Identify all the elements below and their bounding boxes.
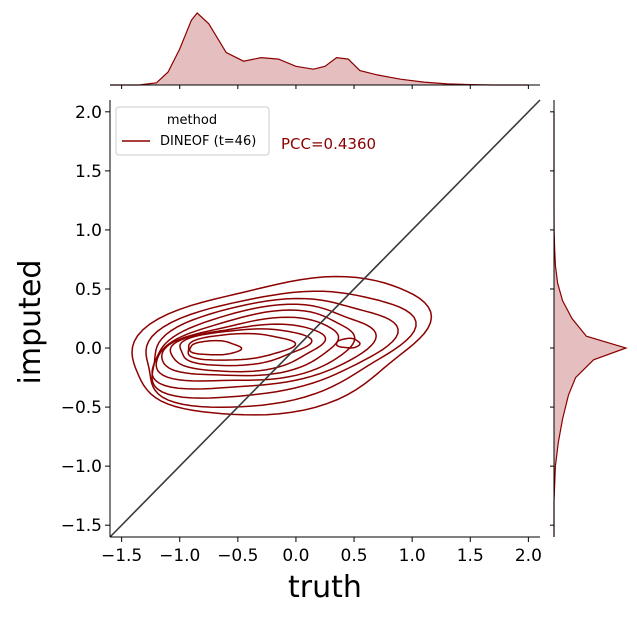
y-tick-label: 1.0 — [75, 221, 102, 241]
kde-contour-10 — [335, 337, 361, 349]
kde-contour-6 — [169, 323, 327, 373]
x-tick-label: 1.0 — [399, 546, 426, 566]
y-axis-ticks: −1.5 −1.0 −0.5 0.0 0.5 1.0 1.5 2.0 — [61, 103, 110, 536]
x-tick-label: −1.5 — [101, 546, 142, 566]
y-axis-label: imputed — [13, 260, 48, 385]
top-marginal-ticks — [121, 85, 529, 89]
kde-contour-5 — [161, 316, 340, 377]
right-marginal-ticks — [550, 111, 554, 526]
legend-entry: DINEOF (t=46) — [160, 134, 256, 149]
x-tick-label: 2.0 — [515, 546, 542, 566]
kde-contour-1 — [145, 290, 417, 409]
x-axis-ticks: −1.5 −1.0 −0.5 0.0 0.5 1.0 1.5 2.0 — [101, 537, 542, 566]
y-tick-label: 0.0 — [75, 339, 102, 359]
identity-line — [109, 99, 541, 538]
y-tick-label: 1.5 — [75, 162, 102, 182]
legend: method DINEOF (t=46) — [115, 106, 270, 156]
y-tick-label: 0.5 — [75, 280, 102, 300]
top-marginal-line — [110, 12, 529, 86]
y-tick-label: 2.0 — [75, 103, 102, 123]
kde-contour-0 — [131, 275, 433, 416]
kde-contour-4 — [155, 309, 356, 382]
x-tick-label: −0.5 — [217, 546, 258, 566]
main-plot-area: −1.5 −1.0 −0.5 0.0 0.5 1.0 1.5 2.0 −1.5 −1.0 −0.5… — [61, 99, 542, 566]
legend-title: method — [167, 113, 217, 128]
top-marginal-kde — [110, 12, 540, 89]
y-tick-label: −0.5 — [61, 398, 102, 418]
kde-contour-8 — [187, 332, 297, 361]
right-marginal-fill — [554, 111, 626, 538]
top-marginal-fill — [110, 13, 529, 85]
kde-contour-3 — [151, 303, 377, 390]
kde-contour-7 — [179, 328, 313, 367]
right-marginal-kde — [550, 100, 628, 538]
y-tick-label: −1.5 — [61, 516, 102, 536]
x-tick-label: 0.0 — [282, 546, 309, 566]
x-tick-label: 1.5 — [457, 546, 484, 566]
kde-contour-9 — [188, 339, 243, 356]
x-tick-label: 0.5 — [341, 546, 368, 566]
kde-contours — [131, 275, 433, 416]
x-axis-label: truth — [288, 570, 362, 605]
legend-box — [115, 106, 270, 156]
y-tick-label: −1.0 — [61, 457, 102, 477]
x-tick-label: −1.0 — [159, 546, 200, 566]
pcc-annotation: PCC=0.4360 — [281, 135, 376, 153]
